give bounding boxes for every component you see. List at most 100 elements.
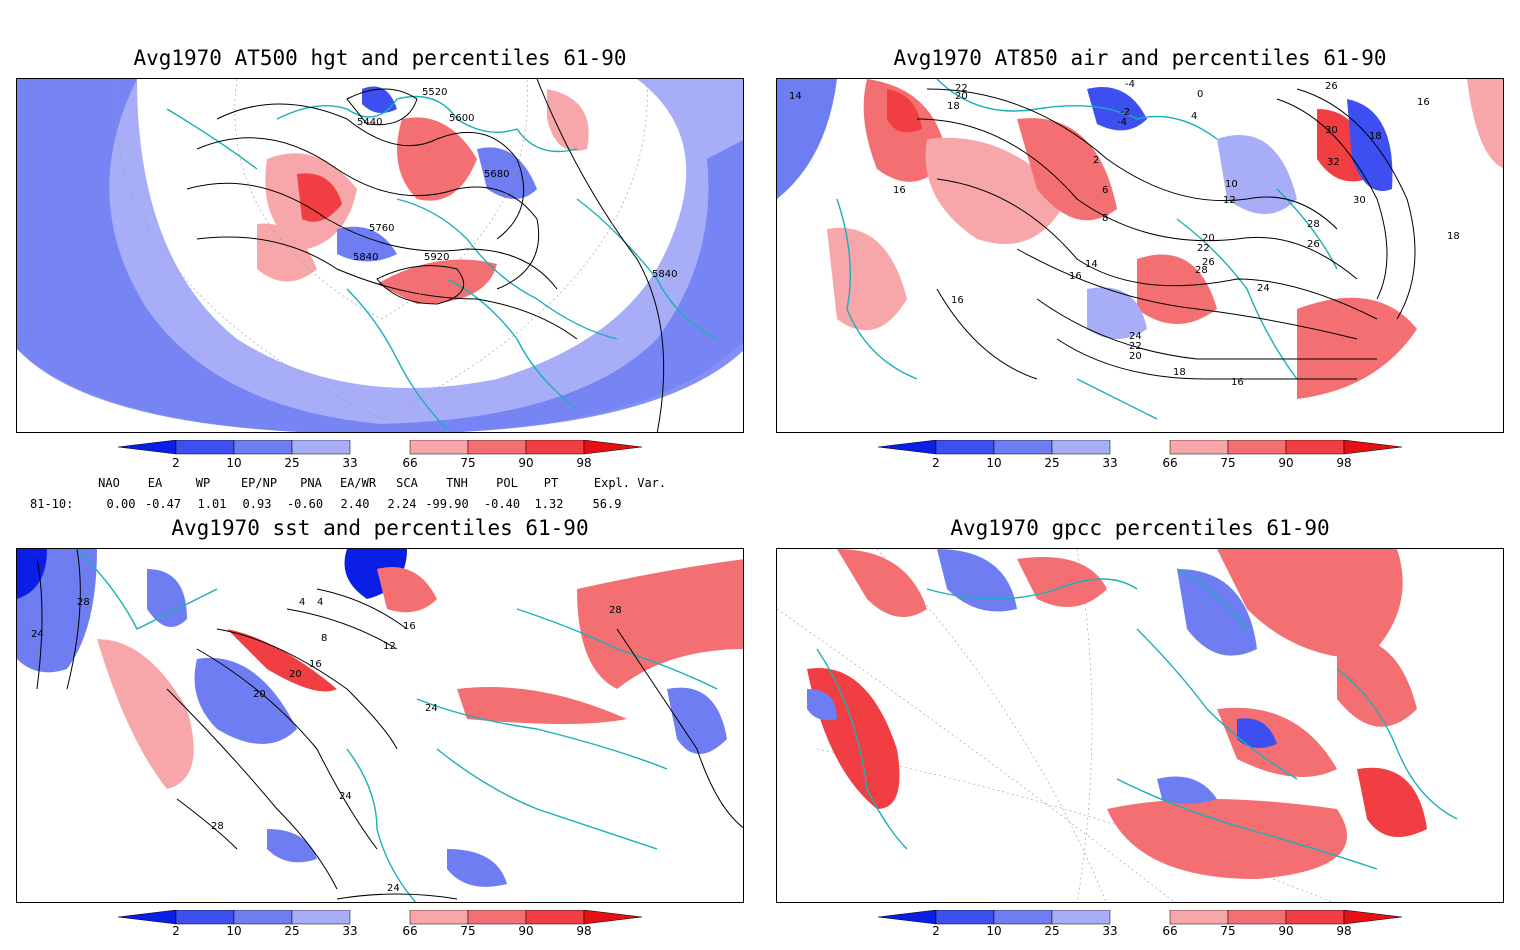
anomaly-warm-east: [577, 559, 743, 689]
colorbar-tick: 10: [226, 924, 242, 938]
colorbar-tick: 98: [1336, 456, 1352, 470]
anomaly-warm-sw: [257, 223, 317, 282]
svg-text:24: 24: [1129, 331, 1142, 342]
colorbar-tick: 33: [342, 456, 358, 470]
svg-text:5440: 5440: [357, 117, 382, 128]
shading-neutral: [137, 79, 687, 388]
svg-text:22: 22: [955, 83, 968, 94]
precip-red-se: [1357, 767, 1427, 837]
anomaly-warm-atlantic: [925, 137, 1067, 244]
index-value: -99.90: [425, 497, 469, 511]
colorbar-tick: 66: [402, 456, 418, 470]
anomaly-warm-med: [377, 259, 497, 304]
colorbar-tick: 90: [1278, 456, 1294, 470]
anomaly-cold-ne: [1347, 99, 1393, 191]
panel-title-hgt500: Avg1970 AT500 hgt and percentiles 61-90: [133, 46, 627, 70]
map-air850: 14 22 20 18 -4 0 26 16 -2 -4 4 30 18 32 …: [777, 79, 1503, 420]
colorbar-tick: 33: [1102, 456, 1118, 470]
precip-red-south: [1107, 799, 1347, 879]
anomaly-warm-southeast: [1137, 254, 1217, 324]
index-value: -0.47: [144, 497, 182, 511]
index-header: SCA: [396, 476, 418, 490]
svg-text:14: 14: [789, 91, 802, 102]
colorbar-tick: 75: [1220, 456, 1236, 470]
map-gpcc: [777, 549, 1458, 902]
svg-text:24: 24: [31, 629, 44, 640]
anomaly-warm-nw-core: [887, 89, 922, 133]
svg-text:-4: -4: [1117, 117, 1127, 128]
svg-text:18: 18: [1447, 231, 1460, 242]
svg-text:5760: 5760: [369, 223, 394, 234]
index-value: 2.24: [387, 497, 417, 511]
coastlines: [76, 549, 718, 902]
svg-text:14: 14: [1085, 259, 1098, 270]
index-header: WP: [195, 476, 211, 490]
colorbar-tick: 98: [576, 924, 592, 938]
colorbar-tick: 33: [1102, 924, 1118, 938]
svg-text:12: 12: [383, 641, 396, 652]
svg-text:8: 8: [1102, 213, 1108, 224]
svg-text:24: 24: [387, 883, 400, 894]
svg-text:5840: 5840: [353, 252, 378, 263]
contours-sst: [36, 549, 743, 900]
svg-text:12: 12: [1223, 195, 1236, 206]
svg-text:20: 20: [1202, 233, 1215, 244]
precip-red-nw: [837, 549, 927, 617]
svg-text:0: 0: [1197, 89, 1203, 100]
precip-blue-ne: [1177, 569, 1257, 656]
anomaly-cold-centre: [477, 147, 537, 199]
colorbar-tick: 25: [1044, 456, 1060, 470]
svg-text:-2: -2: [1120, 107, 1130, 118]
svg-text:8: 8: [321, 633, 327, 644]
colorbar-tick: 90: [518, 456, 534, 470]
index-value: 0.00: [106, 497, 136, 511]
colorbar-tick: 2: [932, 924, 940, 938]
index-header: EA/WR: [339, 476, 377, 490]
shading-low-mid: [17, 79, 743, 432]
anomaly-cold-east: [667, 687, 727, 754]
anomaly-cold-south: [1087, 287, 1147, 339]
colorbar-air850: 2 10 25 33 66 75 90 98: [878, 440, 1404, 480]
colorbar-tick: 75: [460, 456, 476, 470]
svg-text:32: 32: [1327, 157, 1340, 168]
svg-text:22: 22: [1129, 341, 1142, 352]
colorbar-tick: 10: [986, 456, 1002, 470]
anomaly-cold-west: [337, 226, 397, 262]
svg-text:26: 26: [1202, 257, 1215, 268]
precip-blue-north: [937, 549, 1017, 612]
svg-text:20: 20: [253, 689, 266, 700]
anomaly-warm-east: [547, 89, 589, 151]
colorbar-tick: 25: [1044, 924, 1060, 938]
contours-air: [916, 88, 1416, 380]
colorbar-tick: 25: [284, 924, 300, 938]
svg-text:16: 16: [951, 295, 964, 306]
colorbar-tick: 75: [460, 924, 476, 938]
svg-text:18: 18: [1173, 367, 1186, 378]
colorbar-tick: 10: [986, 924, 1002, 938]
svg-text:30: 30: [1353, 195, 1366, 206]
colorbar-tick: 2: [172, 924, 180, 938]
panel-title-air850: Avg1970 AT850 air and percentiles 61-90: [893, 46, 1387, 70]
colorbar-tick: 66: [1162, 456, 1178, 470]
anomaly-cold-nw: [777, 79, 837, 199]
svg-text:4: 4: [1191, 111, 1197, 122]
svg-text:5520: 5520: [422, 87, 447, 98]
index-value: 1.32: [534, 497, 564, 511]
colorbar-swatches: [878, 910, 1403, 925]
svg-text:-4: -4: [1125, 79, 1135, 90]
svg-text:5600: 5600: [449, 113, 474, 124]
precip-blue-south: [1157, 776, 1217, 804]
map-sst: 28 24 20 4 4 8 12 16 20 16 24 28 24 28 2…: [17, 549, 743, 902]
svg-text:22: 22: [1197, 243, 1210, 254]
anomaly-warm-stripe: [227, 629, 337, 692]
colorbar-tick: 98: [576, 456, 592, 470]
contour-labels: 5520 5440 5600 5680 5760 5840 5920 5840: [353, 87, 677, 280]
map-panel-sst: 28 24 20 4 4 8 12 16 20 16 24 28 24 28 2…: [16, 548, 744, 903]
index-value: 56.9: [592, 497, 622, 511]
index-value: 0.93: [242, 497, 272, 511]
svg-text:28: 28: [1195, 265, 1208, 276]
index-value: 1.01: [197, 497, 227, 511]
svg-text:18: 18: [947, 101, 960, 112]
svg-text:16: 16: [1231, 377, 1244, 388]
svg-text:20: 20: [289, 669, 302, 680]
